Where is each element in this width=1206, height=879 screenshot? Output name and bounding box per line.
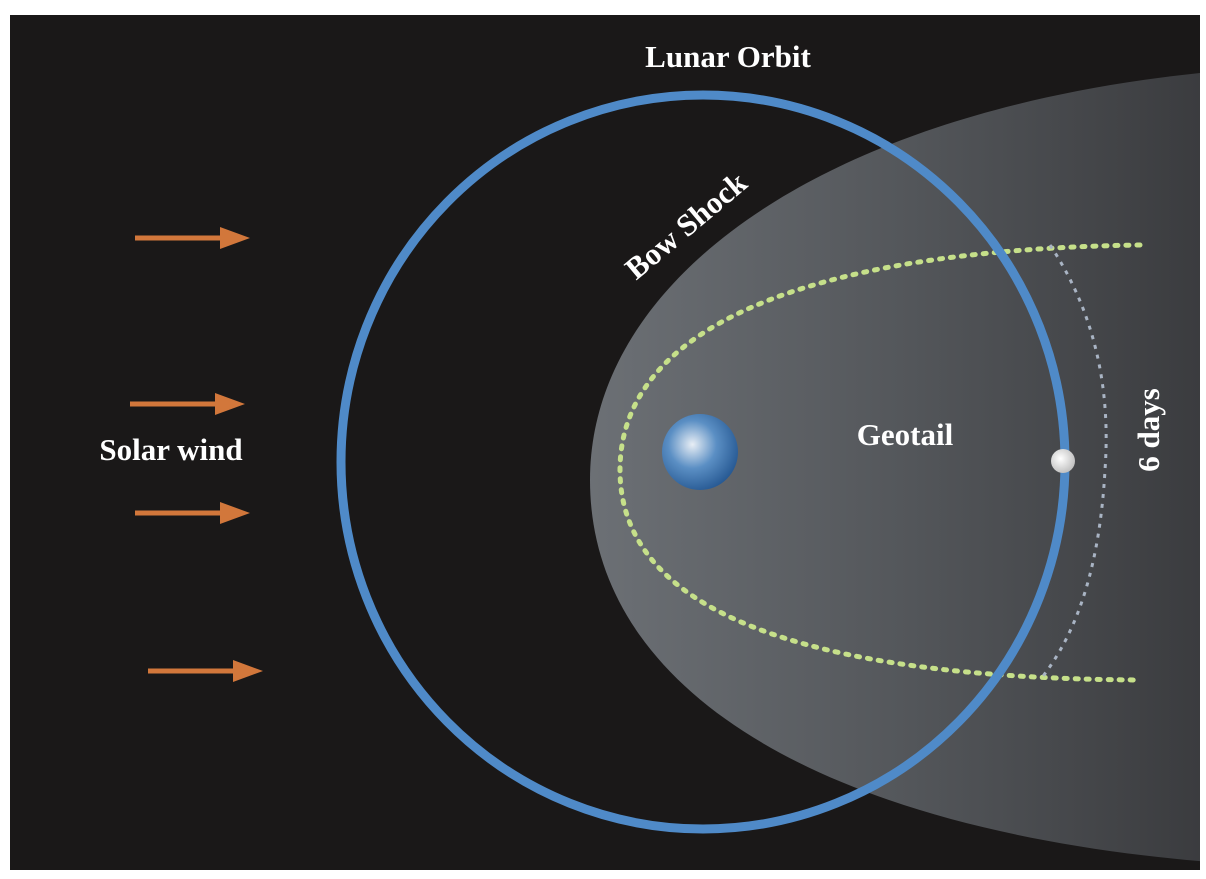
page: Lunar Orbit Bow Shock Solar wind Geotail… <box>0 0 1206 879</box>
solar-wind-label: Solar wind <box>99 432 242 467</box>
moon <box>1051 449 1075 473</box>
earth <box>662 414 738 490</box>
geotail-label: Geotail <box>857 417 954 452</box>
lunar-orbit-label: Lunar Orbit <box>645 39 811 74</box>
diagram: Lunar Orbit Bow Shock Solar wind Geotail… <box>0 0 1206 879</box>
period-label: 6 days <box>1131 388 1166 472</box>
